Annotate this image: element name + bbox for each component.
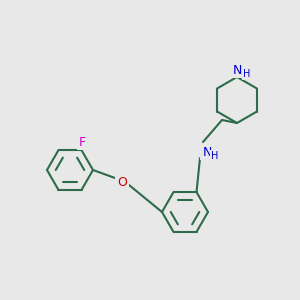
Text: N: N: [202, 146, 212, 158]
Text: H: H: [211, 151, 219, 161]
Text: N: N: [232, 64, 242, 76]
Text: H: H: [243, 69, 251, 79]
Text: F: F: [79, 136, 86, 148]
Text: O: O: [117, 176, 127, 188]
